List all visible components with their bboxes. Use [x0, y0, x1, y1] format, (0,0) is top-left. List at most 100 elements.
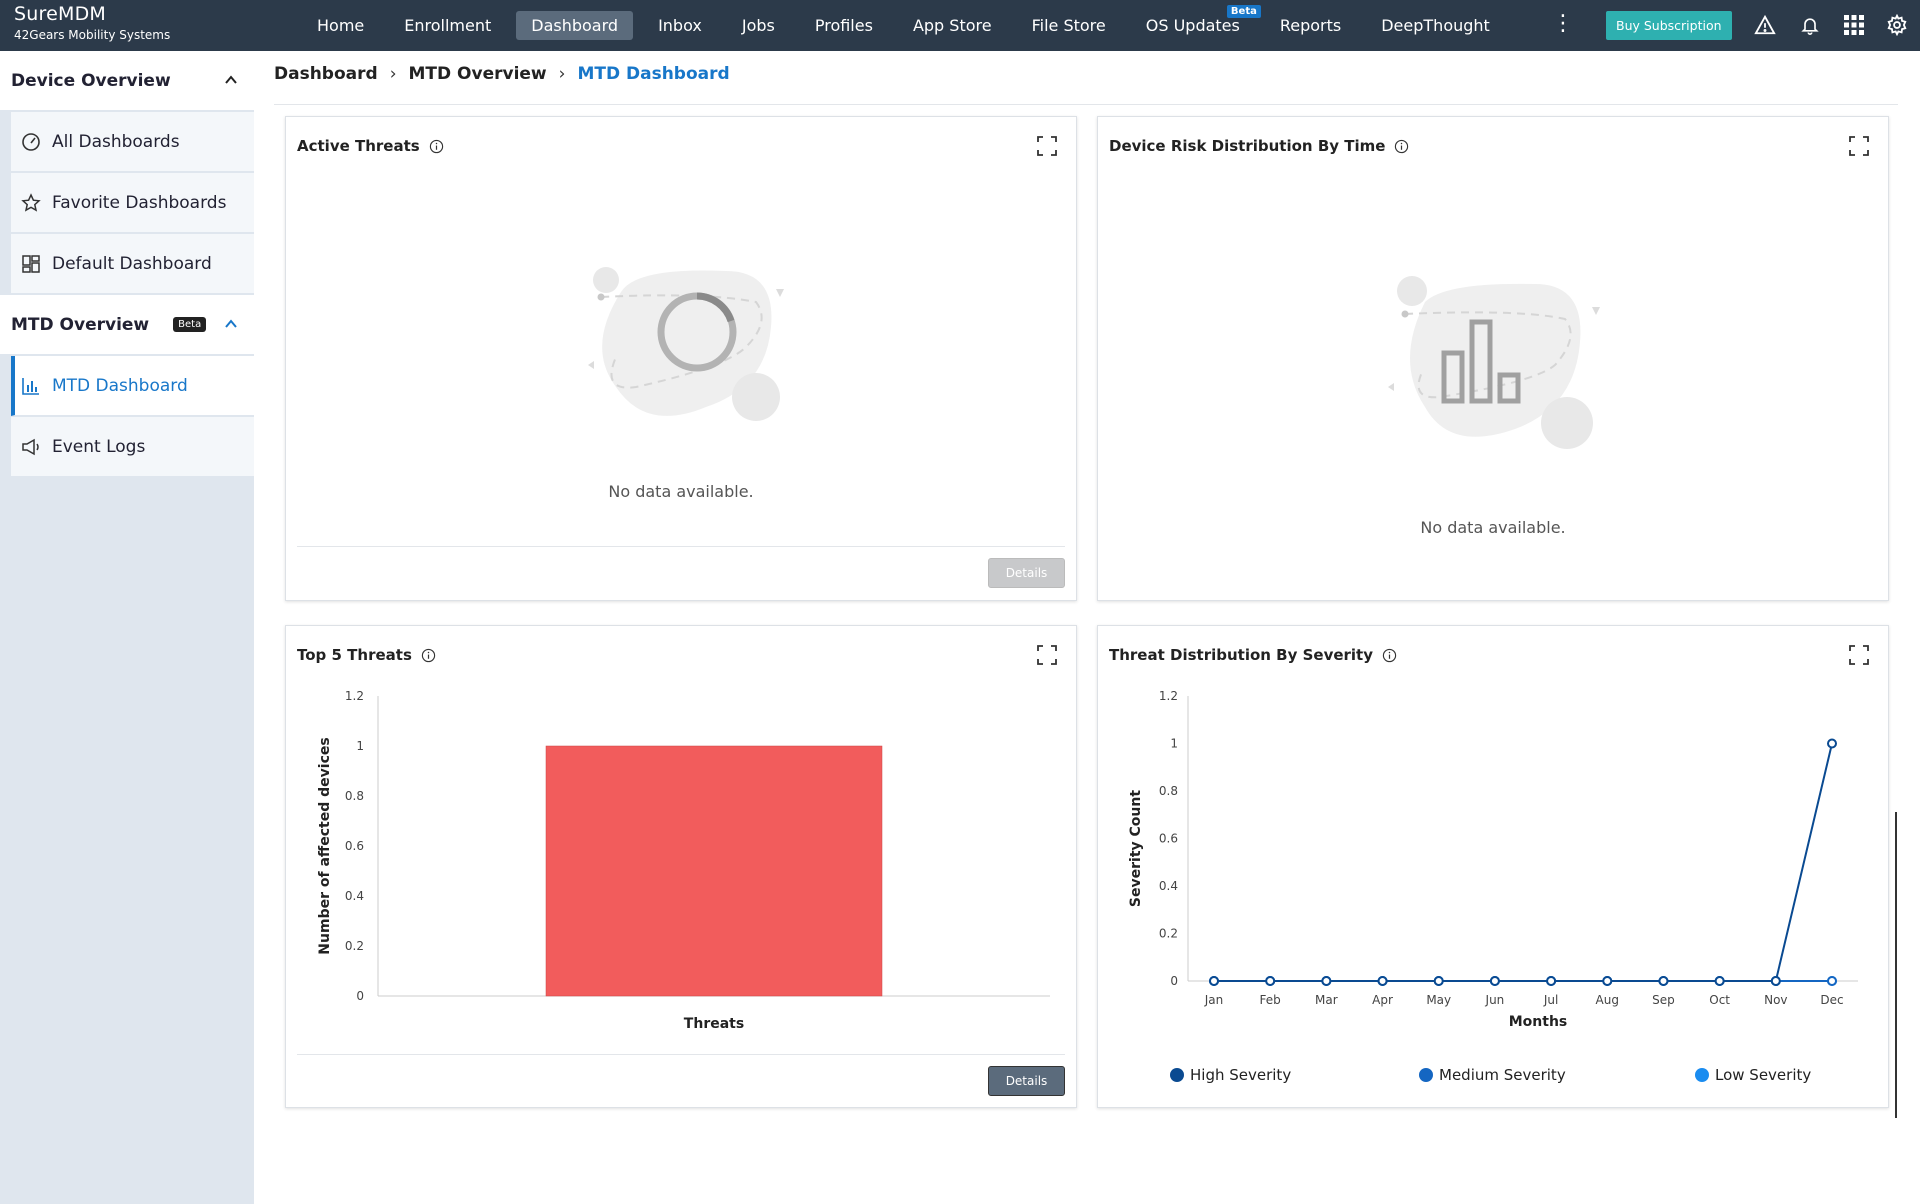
- bell-icon[interactable]: [1798, 13, 1822, 37]
- severity-title: Threat Distribution By Severity: [1109, 646, 1374, 664]
- details-button[interactable]: Details: [988, 558, 1065, 588]
- x-tick-label: Feb: [1260, 993, 1281, 1007]
- legend-high-severity[interactable]: High Severity: [1170, 1066, 1291, 1084]
- sidebar-item-default-dashboard[interactable]: Default Dashboard: [11, 234, 254, 294]
- series-point: [1377, 976, 1388, 986]
- series-point: [1321, 976, 1332, 986]
- more-vertical-icon[interactable]: ⋮: [1552, 11, 1574, 36]
- nav-app-store[interactable]: App Store: [898, 11, 1007, 40]
- y-axis-title: Number of affected devices: [317, 737, 333, 954]
- sidebar-item-label: All Dashboards: [52, 131, 180, 152]
- sidebar-item-mtd-dashboard[interactable]: MTD Dashboard: [11, 356, 254, 416]
- nav-enrollment[interactable]: Enrollment: [389, 11, 506, 40]
- legend-low-severity[interactable]: Low Severity: [1695, 1066, 1811, 1084]
- no-data-illustration: [588, 267, 784, 421]
- x-axis-title: Months: [1509, 1014, 1568, 1030]
- company-name: 42Gears Mobility Systems: [14, 28, 171, 42]
- x-tick-label: Nov: [1764, 993, 1787, 1007]
- severity-card: Threat Distribution By Severity 0 0.2 0.4 0…: [1097, 625, 1889, 1108]
- legend-dot: [1170, 1068, 1184, 1082]
- device-risk-card: Device Risk Distribution By Time No data…: [1097, 116, 1889, 601]
- x-tick-label: Jun: [1485, 993, 1505, 1007]
- nav-dashboard[interactable]: Dashboard: [516, 11, 634, 40]
- nav-inbox-label: Inbox: [658, 16, 702, 35]
- nav-enrollment-label: Enrollment: [404, 16, 492, 35]
- chevron-right-icon: ›: [389, 64, 397, 84]
- y-tick-label: 0.8: [1159, 784, 1178, 798]
- y-tick-label: 0.4: [345, 889, 364, 903]
- top-threats-card: Top 5 Threats 0 0.2 0.4 0.6 0.8 1 1.2 Threats Nu…: [285, 625, 1077, 1108]
- nav-os-updates-label: OS Updates: [1145, 16, 1240, 35]
- nav-inbox[interactable]: Inbox: [643, 11, 717, 40]
- x-tick-label: Aug: [1596, 993, 1619, 1007]
- nav-home[interactable]: Home: [302, 11, 379, 40]
- sidebar-item-label: Favorite Dashboards: [52, 192, 227, 213]
- details-button[interactable]: Details: [988, 1066, 1065, 1096]
- info-icon[interactable]: [1394, 139, 1409, 154]
- sidebar-item-all-dashboards[interactable]: All Dashboards: [11, 112, 254, 172]
- sidebar-item-favorite-dashboards[interactable]: Favorite Dashboards: [11, 173, 254, 233]
- bar-chart-icon: [22, 378, 39, 395]
- nav-dashboard-label: Dashboard: [531, 16, 619, 35]
- dashboard-area: [274, 104, 1898, 1114]
- sidebar-item-label: Default Dashboard: [52, 253, 212, 274]
- info-icon[interactable]: [1382, 648, 1397, 663]
- breadcrumb-dashboard[interactable]: Dashboard: [274, 64, 378, 84]
- device-risk-title: Device Risk Distribution By Time: [1109, 137, 1386, 155]
- beta-badge: Beta: [1226, 5, 1261, 18]
- sidebar-item-label: MTD Dashboard: [52, 375, 188, 396]
- nav-jobs[interactable]: Jobs: [727, 11, 790, 40]
- sidebar-item-event-logs[interactable]: Event Logs: [11, 417, 254, 477]
- nav-profiles-label: Profiles: [814, 16, 873, 35]
- card-title: Top 5 Threats: [297, 646, 436, 664]
- expand-icon[interactable]: [1848, 135, 1870, 157]
- y-tick-label: 0.6: [1159, 832, 1178, 846]
- nav-profiles[interactable]: Profiles: [800, 11, 888, 40]
- series-point: [1265, 976, 1276, 986]
- legend-label: Low Severity: [1715, 1066, 1812, 1084]
- series-point: [1602, 976, 1613, 986]
- chevron-up-icon: [225, 75, 237, 84]
- info-icon[interactable]: [429, 139, 444, 154]
- nav-reports[interactable]: Reports: [1265, 11, 1356, 40]
- warning-icon[interactable]: [1753, 13, 1777, 37]
- x-tick-label: Jul: [1543, 993, 1558, 1007]
- nav-app-store-label: App Store: [912, 16, 992, 35]
- x-tick-label: Sep: [1652, 993, 1675, 1007]
- nav-os-updates[interactable]: OS Updates Beta: [1131, 5, 1261, 40]
- brand[interactable]: SureMDM 42Gears Mobility Systems: [14, 3, 170, 42]
- legend-medium-severity[interactable]: Medium Severity: [1419, 1066, 1566, 1084]
- device-overview-section[interactable]: Device Overview: [0, 51, 254, 111]
- expand-icon[interactable]: [1036, 644, 1058, 666]
- active-threats-card: Active Threats No data available. Detail…: [285, 116, 1077, 601]
- info-icon[interactable]: [421, 648, 436, 663]
- series-point: [1489, 976, 1500, 986]
- card-title: Device Risk Distribution By Time: [1109, 137, 1409, 155]
- sidebar: Device Overview All Dashboards Favorite …: [0, 51, 254, 1204]
- y-tick-label: 0.2: [345, 939, 364, 953]
- mtd-overview-label: MTD Overview: [11, 314, 150, 335]
- card-divider: [297, 1054, 1065, 1055]
- no-data-text: No data available.: [608, 482, 754, 501]
- gear-icon[interactable]: [1885, 13, 1909, 37]
- breadcrumb-mtd-overview[interactable]: MTD Overview: [408, 64, 547, 84]
- app-name: SureMDM: [14, 3, 107, 25]
- x-axis-title: Threats: [684, 1016, 744, 1032]
- scrollbar[interactable]: [1895, 812, 1897, 1118]
- nav-reports-label: Reports: [1279, 16, 1342, 35]
- expand-icon[interactable]: [1036, 135, 1058, 157]
- buy-subscription-button[interactable]: Buy Subscription: [1606, 11, 1732, 40]
- device-overview-label: Device Overview: [11, 70, 171, 91]
- breadcrumb-mtd-dashboard: MTD Dashboard: [577, 64, 730, 84]
- series-point: [1827, 738, 1837, 749]
- expand-icon[interactable]: [1848, 644, 1870, 666]
- x-tick-label: Oct: [1709, 993, 1730, 1007]
- y-tick-label: 0.4: [1159, 879, 1178, 893]
- apps-grid-icon[interactable]: [1842, 13, 1866, 37]
- nav-file-store[interactable]: File Store: [1017, 11, 1121, 40]
- y-tick-label: 0.8: [345, 789, 364, 803]
- series-point: [1433, 976, 1444, 986]
- top-navbar: SureMDM 42Gears Mobility Systems Home En…: [0, 0, 1920, 51]
- nav-deepthought[interactable]: DeepThought: [1366, 11, 1505, 40]
- mtd-overview-section[interactable]: MTD Overview Beta: [0, 295, 254, 355]
